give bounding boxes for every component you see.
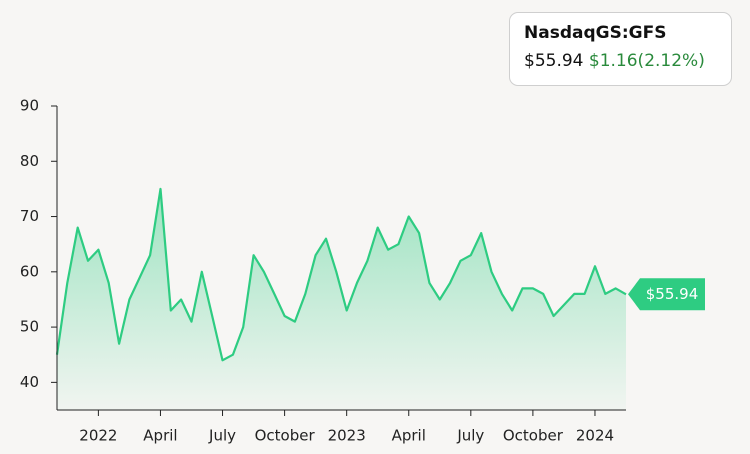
x-tick-label: 2024 <box>576 427 614 445</box>
x-tick-label: October <box>255 427 316 445</box>
last-price-badge <box>628 278 705 311</box>
y-tick-label: 80 <box>20 152 39 170</box>
price: $55.94 <box>524 51 584 71</box>
y-tick-label: 50 <box>20 318 39 336</box>
area <box>57 188 626 410</box>
y-tick-label: 40 <box>20 373 39 391</box>
price-row: $55.94 $1.16(2.12%) <box>524 51 717 71</box>
x-tick-label: 2022 <box>79 427 117 445</box>
x-tick-label: 2023 <box>328 427 366 445</box>
y-tick-label: 70 <box>20 207 39 225</box>
ticker: NasdaqGS:GFS <box>524 23 667 43</box>
change: $1.16(2.12%) <box>588 51 705 71</box>
x-tick-label: April <box>392 427 426 445</box>
y-tick-label: 90 <box>20 97 39 115</box>
line <box>55 187 627 362</box>
y-tick-label: 60 <box>20 262 39 280</box>
last-price-label: $55.94 <box>646 285 699 303</box>
x-tick-label: July <box>208 427 236 445</box>
x-tick-label: April <box>143 427 177 445</box>
price-tooltip: NasdaqGS:GFS $55.94 $1.16(2.12%) <box>509 12 732 86</box>
x-tick-label: July <box>456 427 484 445</box>
x-tick-label: October <box>503 427 564 445</box>
